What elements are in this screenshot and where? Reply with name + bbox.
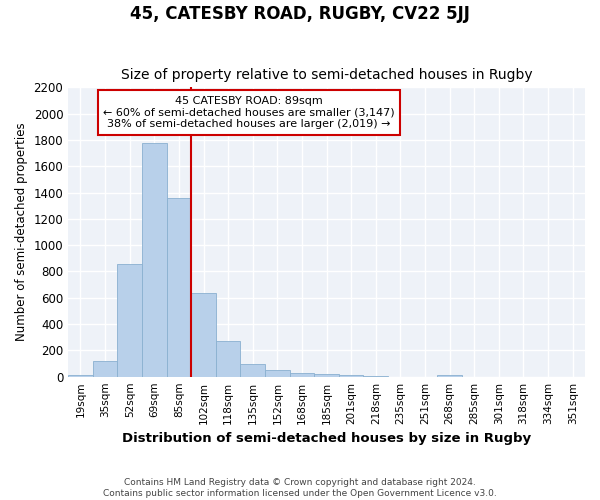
Bar xyxy=(142,142,167,376)
Text: 45 CATESBY ROAD: 89sqm
← 60% of semi-detached houses are smaller (3,147)
38% of : 45 CATESBY ROAD: 89sqm ← 60% of semi-det… xyxy=(103,96,395,129)
Bar xyxy=(216,341,241,376)
X-axis label: Distribution of semi-detached houses by size in Rugby: Distribution of semi-detached houses by … xyxy=(122,432,531,445)
Bar xyxy=(191,292,216,376)
Bar xyxy=(314,374,339,376)
Text: 45, CATESBY ROAD, RUGBY, CV22 5JJ: 45, CATESBY ROAD, RUGBY, CV22 5JJ xyxy=(130,5,470,23)
Title: Size of property relative to semi-detached houses in Rugby: Size of property relative to semi-detach… xyxy=(121,68,532,82)
Bar xyxy=(167,198,191,376)
Bar xyxy=(265,370,290,376)
Bar xyxy=(290,372,314,376)
Y-axis label: Number of semi-detached properties: Number of semi-detached properties xyxy=(15,122,28,342)
Bar xyxy=(93,361,118,376)
Text: Contains HM Land Registry data © Crown copyright and database right 2024.
Contai: Contains HM Land Registry data © Crown c… xyxy=(103,478,497,498)
Bar xyxy=(241,364,265,376)
Bar xyxy=(339,374,364,376)
Bar xyxy=(118,264,142,376)
